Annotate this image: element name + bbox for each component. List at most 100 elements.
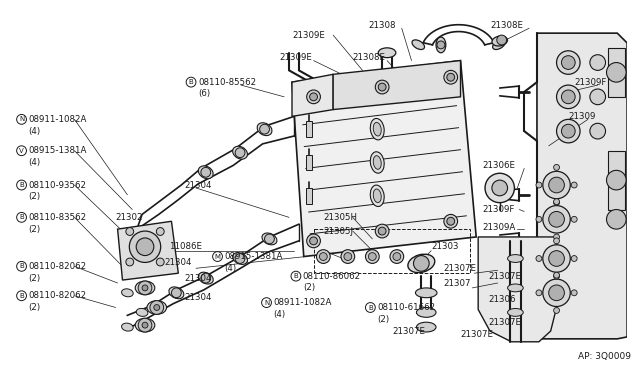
Circle shape: [307, 234, 321, 248]
Circle shape: [554, 308, 559, 313]
Circle shape: [548, 251, 564, 266]
Circle shape: [561, 56, 575, 70]
Polygon shape: [292, 61, 476, 257]
Text: 08110-82062: 08110-82062: [28, 262, 86, 271]
Ellipse shape: [122, 323, 133, 331]
Ellipse shape: [371, 118, 384, 140]
Text: (4): (4): [28, 158, 40, 167]
Circle shape: [492, 180, 508, 196]
Circle shape: [447, 217, 454, 225]
Ellipse shape: [233, 146, 248, 159]
Ellipse shape: [135, 281, 155, 295]
Text: V: V: [19, 148, 24, 154]
Circle shape: [150, 301, 164, 314]
Circle shape: [536, 217, 542, 222]
Text: 08915-1381A: 08915-1381A: [225, 252, 283, 261]
Circle shape: [557, 119, 580, 143]
Circle shape: [554, 199, 559, 205]
Circle shape: [554, 164, 559, 170]
Circle shape: [17, 262, 26, 271]
Text: 08110-85562: 08110-85562: [198, 78, 256, 87]
Polygon shape: [478, 237, 557, 342]
Ellipse shape: [436, 37, 446, 53]
Circle shape: [17, 180, 26, 190]
Circle shape: [235, 148, 245, 158]
Circle shape: [572, 256, 577, 262]
Text: 21304: 21304: [184, 293, 212, 302]
Text: 21306E: 21306E: [482, 161, 515, 170]
Text: 21307E: 21307E: [488, 272, 521, 280]
Text: B: B: [19, 182, 24, 188]
Ellipse shape: [412, 40, 424, 49]
Circle shape: [378, 227, 386, 235]
Text: B: B: [19, 263, 24, 269]
Ellipse shape: [508, 254, 524, 262]
Circle shape: [17, 291, 26, 301]
Bar: [306, 155, 312, 170]
Circle shape: [561, 90, 575, 104]
Text: 08110-61662: 08110-61662: [377, 303, 435, 312]
Circle shape: [260, 124, 269, 134]
Text: (2): (2): [28, 303, 40, 312]
Circle shape: [543, 279, 570, 307]
Circle shape: [126, 258, 134, 266]
Circle shape: [607, 209, 626, 229]
Circle shape: [572, 217, 577, 222]
Bar: [306, 188, 312, 203]
Ellipse shape: [262, 233, 277, 245]
Circle shape: [17, 212, 26, 222]
Circle shape: [543, 206, 570, 233]
Ellipse shape: [169, 287, 184, 299]
Text: 21307E: 21307E: [488, 318, 521, 327]
Circle shape: [557, 51, 580, 74]
Text: 21305H: 21305H: [323, 213, 357, 222]
Circle shape: [319, 253, 327, 260]
Circle shape: [437, 41, 445, 49]
Circle shape: [344, 253, 352, 260]
Circle shape: [365, 250, 379, 263]
Text: 08915-1381A: 08915-1381A: [28, 146, 87, 155]
Circle shape: [172, 288, 181, 298]
Text: 21309A: 21309A: [482, 223, 515, 232]
Ellipse shape: [136, 308, 148, 317]
Text: 08110-82062: 08110-82062: [28, 291, 86, 300]
Circle shape: [307, 90, 321, 104]
Circle shape: [413, 256, 429, 271]
Circle shape: [375, 80, 389, 94]
Circle shape: [590, 55, 605, 70]
Ellipse shape: [492, 36, 508, 46]
Circle shape: [17, 115, 26, 124]
Text: 08911-1082A: 08911-1082A: [28, 115, 87, 124]
Circle shape: [142, 322, 148, 328]
Circle shape: [557, 85, 580, 109]
Circle shape: [548, 177, 564, 193]
Text: 11086E: 11086E: [168, 242, 202, 251]
Circle shape: [310, 93, 317, 101]
Ellipse shape: [232, 253, 248, 264]
Circle shape: [485, 173, 515, 203]
Text: 21304: 21304: [184, 273, 212, 283]
Circle shape: [554, 200, 559, 206]
Text: B: B: [368, 305, 372, 311]
Circle shape: [548, 285, 564, 301]
Circle shape: [561, 124, 575, 138]
Text: (2): (2): [377, 315, 389, 324]
Circle shape: [447, 73, 454, 81]
Circle shape: [536, 182, 542, 188]
Ellipse shape: [493, 40, 505, 49]
Circle shape: [310, 237, 317, 245]
Text: N: N: [19, 116, 24, 122]
Text: 21308: 21308: [369, 21, 396, 30]
Text: (2): (2): [28, 192, 40, 201]
Circle shape: [548, 211, 564, 227]
Circle shape: [17, 146, 26, 155]
Text: 21308E: 21308E: [490, 21, 523, 30]
Text: 21302: 21302: [116, 213, 143, 222]
Ellipse shape: [198, 166, 213, 179]
Circle shape: [543, 171, 570, 199]
Ellipse shape: [373, 122, 381, 136]
Ellipse shape: [122, 289, 133, 297]
Text: 21305J: 21305J: [323, 227, 353, 235]
Text: 21307E: 21307E: [461, 330, 493, 339]
Circle shape: [365, 302, 375, 312]
